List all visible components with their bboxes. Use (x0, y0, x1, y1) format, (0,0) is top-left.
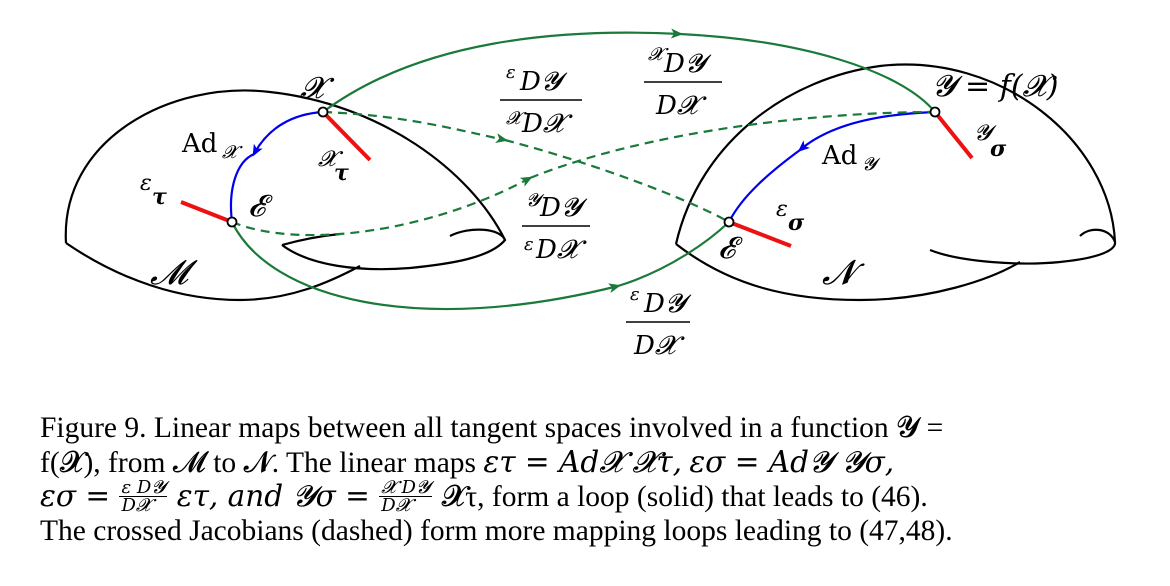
manifold-m (64, 89, 507, 302)
jacobian-dashed-lower-tail (529, 110, 936, 180)
caption-frac-2-den: D𝓧 (381, 494, 411, 516)
svg-text:ε: ε (524, 234, 534, 255)
label-point-e-left: 𝓔 (248, 189, 273, 224)
svg-text:ε: ε (140, 171, 152, 196)
svg-text:Ad: Ad (821, 141, 857, 171)
jacobian-dashed-lower-arrow (231, 176, 533, 237)
manifold-n-inner-lip (929, 228, 1117, 265)
manifold-n (674, 63, 1117, 302)
manifold-m-inner-fold (281, 232, 341, 247)
svg-text:ε: ε (776, 197, 788, 222)
jacobian-top-arrow (322, 28, 683, 113)
svg-text:D𝓧: D𝓧 (655, 91, 707, 121)
svg-text:τ: τ (334, 160, 349, 186)
tangent-vector-tau-x (321, 110, 372, 162)
caption-eq-sigma: εσ = Ad𝓨 𝓨σ, (689, 444, 895, 479)
label-ad-x: Ad 𝓧 (181, 129, 243, 163)
jacobian-top-arrow-tail (679, 32, 936, 113)
adjoint-arrow-m-tail (252, 110, 324, 157)
point-y (929, 106, 941, 118)
caption-line-4: The crossed Jacobians (dashed) form more… (40, 514, 953, 547)
label-point-e-right: 𝓔 (718, 231, 743, 266)
svg-text:D𝓧: D𝓧 (535, 235, 587, 265)
svg-text:σ: σ (788, 210, 805, 236)
label-tau-identity: ε τ (140, 171, 167, 210)
jacobian-label-dashed-upper: ε D𝓨 𝓧 D𝓧 (500, 62, 582, 139)
caption-eq-sigma-jac-lhs: εσ = (40, 479, 111, 513)
manifold-m-outline (64, 89, 506, 244)
caption-line-3-tail: 𝓧τ, form a loop (solid) that leads to (4… (441, 481, 928, 513)
label-tau-x: 𝓧 τ (318, 147, 349, 186)
caption-frac-1-den: D𝓧 (121, 494, 151, 516)
svg-text:ε: ε (506, 62, 516, 83)
figure-caption: Figure 9. Linear maps between all tangen… (40, 412, 1142, 548)
label-point-y: 𝓨 = f(𝓧) (932, 69, 1058, 104)
point-e-right (723, 216, 735, 228)
label-ad-y: Ad 𝓨 (821, 141, 881, 175)
caption-line-2: f(𝓧), from 𝓜 to 𝓝. The linear maps ετ = … (40, 444, 1142, 481)
adjoint-arrow-n-tail (728, 149, 801, 223)
jacobian-bottom-arrow (231, 221, 621, 311)
adjoint-arrow-n (797, 110, 936, 152)
manifold-n-outline (674, 63, 1117, 245)
caption-line-1: Figure 9. Linear maps between all tangen… (40, 412, 944, 444)
svg-text:Ad: Ad (181, 129, 217, 159)
jacobian-bottom-arrow-tail (617, 221, 730, 288)
manifold-m-inner-lip (281, 228, 507, 271)
svg-text:D𝓨: D𝓨 (519, 67, 568, 97)
point-e-left (226, 216, 238, 228)
caption-frac-1: ε D𝓨 D𝓧 (119, 476, 168, 516)
tangent-vector-sigma-identity (728, 220, 792, 248)
jacobian-label-dashed-lower: 𝓨 D𝓨 ε D𝓧 (522, 190, 590, 265)
svg-text:τ: τ (152, 184, 167, 210)
svg-text:D𝓨: D𝓨 (663, 49, 712, 79)
label-manifold-n: 𝓝 (822, 253, 865, 293)
svg-text:D𝓨: D𝓨 (643, 289, 692, 319)
jacobian-dashed-upper-arrow (322, 110, 508, 143)
svg-text:D𝓨: D𝓨 (539, 193, 588, 223)
jacobian-dashed-upper-tail (504, 138, 730, 223)
caption-frac-2: 𝓧 D𝓨 D𝓧 (379, 476, 433, 516)
manifold-n-bottom-edge (675, 243, 1021, 302)
point-x (317, 106, 329, 118)
caption-eq-mid: ετ, and 𝓨σ = (176, 479, 370, 513)
jacobian-label-top: 𝓧 D𝓨 D𝓧 (644, 44, 722, 121)
svg-text:D𝓧: D𝓧 (521, 109, 573, 139)
caption-frac-1-num: ε D𝓨 (119, 476, 168, 498)
svg-text:𝓧: 𝓧 (222, 142, 243, 163)
tangent-vector-sigma-y (933, 110, 974, 160)
svg-text:ε: ε (630, 284, 640, 305)
caption-frac-2-num: 𝓧 D𝓨 (379, 476, 433, 498)
label-manifold-m: 𝓜 (150, 253, 198, 293)
caption-line-2-text: f(𝓧), from 𝓜 to 𝓝. The linear maps (40, 446, 484, 479)
svg-text:σ: σ (990, 136, 1007, 162)
label-point-x: 𝓧 (300, 71, 335, 106)
label-sigma-y: 𝓨 σ (974, 121, 1007, 162)
caption-line-3: εσ = ε D𝓨 D𝓧 ετ, and 𝓨σ = 𝓧 D𝓨 D𝓧 𝓧τ, form… (40, 476, 1142, 516)
jacobian-label-bottom: ε D𝓨 D𝓧 (626, 284, 692, 361)
svg-text:D𝓧: D𝓧 (633, 331, 685, 361)
svg-text:𝓨: 𝓨 (862, 154, 881, 175)
label-sigma-identity: ε σ (776, 197, 805, 236)
caption-eq-tau: ετ = Ad𝓧 𝓧τ, (483, 444, 682, 479)
adjoint-arrow-m (229, 152, 255, 223)
manifold-m-bottom-edge (65, 242, 361, 302)
tangent-vector-tau-identity (180, 200, 233, 224)
